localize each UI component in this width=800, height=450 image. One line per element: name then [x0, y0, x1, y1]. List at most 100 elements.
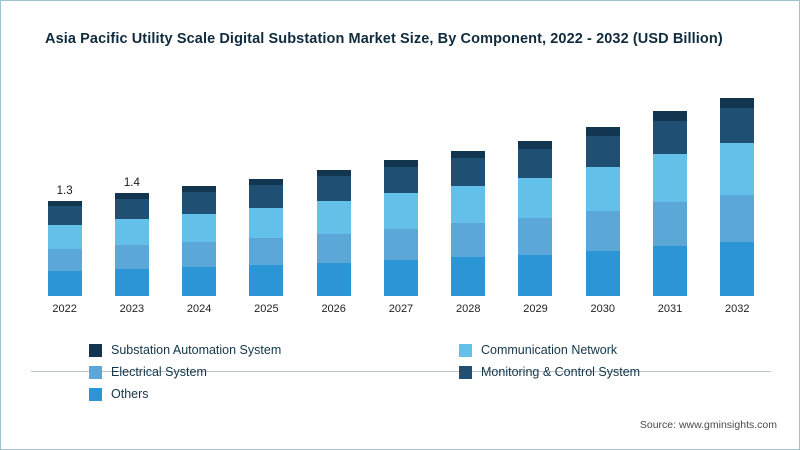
- legend-swatch-icon: [459, 365, 472, 379]
- bar-segment[interactable]: [451, 158, 486, 187]
- bar-segment[interactable]: [653, 111, 688, 121]
- bar-segment[interactable]: [518, 218, 553, 255]
- bar-segment[interactable]: [653, 120, 688, 154]
- bar-stack[interactable]: [47, 200, 82, 296]
- bar-column[interactable]: [235, 76, 297, 296]
- bar-segment[interactable]: [182, 241, 217, 268]
- bar-segment[interactable]: [316, 263, 351, 296]
- bar-segment[interactable]: [47, 224, 82, 250]
- bar-segment[interactable]: [585, 127, 620, 137]
- x-tick-label: 2030: [590, 303, 615, 315]
- bar-segment[interactable]: [383, 260, 418, 296]
- bar-segment[interactable]: [316, 176, 351, 201]
- bar-series-group: 1.3 1.4: [31, 76, 771, 296]
- bar-segment[interactable]: [249, 208, 284, 239]
- bar-segment[interactable]: [114, 219, 149, 246]
- bar-segment[interactable]: [518, 148, 553, 178]
- bar-column[interactable]: [706, 76, 768, 296]
- bar-segment[interactable]: [47, 249, 82, 272]
- x-tick-label: 2029: [523, 303, 548, 315]
- bar-segment[interactable]: [720, 108, 755, 143]
- bar-stack[interactable]: [249, 178, 284, 296]
- bar-segment[interactable]: [383, 193, 418, 229]
- x-tick-label: 2026: [321, 303, 346, 315]
- chart-title: Asia Pacific Utility Scale Digital Subst…: [45, 31, 723, 47]
- bar-segment[interactable]: [585, 210, 620, 251]
- bar-segment[interactable]: [47, 205, 82, 225]
- bar-segment[interactable]: [585, 250, 620, 296]
- x-tick-label: 2028: [455, 303, 481, 315]
- bar-segment[interactable]: [182, 186, 217, 192]
- bar-segment[interactable]: [585, 166, 620, 211]
- bar-segment[interactable]: [653, 202, 688, 247]
- x-tick-label: 2031: [657, 303, 683, 315]
- bar-segment[interactable]: [114, 198, 149, 220]
- legend-label: Monitoring & Control System: [481, 365, 641, 379]
- bar-segment[interactable]: [249, 265, 284, 296]
- bar-segment[interactable]: [720, 242, 755, 296]
- bar-segment[interactable]: [451, 257, 486, 296]
- bar-segment[interactable]: [383, 228, 418, 261]
- bar-stack[interactable]: [182, 186, 217, 296]
- bar-column[interactable]: [639, 76, 701, 296]
- bar-segment[interactable]: [316, 169, 351, 177]
- bar-segment[interactable]: [451, 223, 486, 258]
- bar-segment[interactable]: [47, 271, 82, 296]
- bar-segment[interactable]: [114, 245, 149, 269]
- bar-segment[interactable]: [720, 98, 755, 109]
- x-tick-label: 2027: [388, 303, 414, 315]
- bar-stack[interactable]: [114, 193, 149, 296]
- bar-stack[interactable]: [518, 140, 553, 296]
- legend-item-substation-automation-system: Substation Automation System: [89, 343, 459, 357]
- bar-stack[interactable]: [653, 111, 688, 296]
- plot-area: [31, 76, 771, 372]
- bar-column[interactable]: [504, 76, 566, 296]
- bar-column[interactable]: 1.4: [101, 76, 163, 296]
- bar-segment[interactable]: [518, 177, 553, 219]
- bar-segment[interactable]: [653, 246, 688, 296]
- bar-segment[interactable]: [383, 167, 418, 194]
- bar-stack[interactable]: [316, 169, 351, 296]
- bar-column[interactable]: 1.3: [34, 76, 96, 296]
- legend-swatch-icon: [459, 343, 472, 357]
- legend-item-communication-network: Communication Network: [459, 343, 729, 357]
- bar-stack[interactable]: [585, 127, 620, 296]
- bar-column[interactable]: [168, 76, 230, 296]
- bar-segment[interactable]: [249, 184, 284, 209]
- legend-label: Substation Automation System: [111, 343, 282, 357]
- bar-column[interactable]: [370, 76, 432, 296]
- x-tick-label: 2022: [52, 303, 77, 315]
- bar-stack[interactable]: [383, 160, 418, 296]
- bar-segment[interactable]: [249, 178, 284, 185]
- bar-segment[interactable]: [585, 136, 620, 167]
- bar-segment[interactable]: [316, 233, 351, 263]
- legend-swatch-icon: [89, 365, 102, 379]
- bar-column[interactable]: [437, 76, 499, 296]
- bar-segment[interactable]: [182, 213, 217, 242]
- bar-column[interactable]: [303, 76, 365, 296]
- bar-segment[interactable]: [182, 191, 217, 214]
- bar-segment[interactable]: [383, 160, 418, 168]
- bar-segment[interactable]: [451, 150, 486, 159]
- bar-column[interactable]: [572, 76, 634, 296]
- bar-segment[interactable]: [653, 153, 688, 203]
- bar-segment[interactable]: [249, 238, 284, 266]
- bar-segment[interactable]: [182, 267, 217, 296]
- bar-segment[interactable]: [720, 142, 755, 195]
- bar-segment[interactable]: [114, 193, 149, 199]
- bar-segment[interactable]: [518, 254, 553, 296]
- bar-segment[interactable]: [114, 268, 149, 296]
- legend-row: Others: [89, 387, 729, 401]
- bar-stack[interactable]: [720, 98, 755, 296]
- bar-segment[interactable]: [720, 194, 755, 243]
- legend-label: Communication Network: [481, 343, 618, 357]
- bar-segment[interactable]: [451, 186, 486, 224]
- bar-segment[interactable]: [47, 200, 82, 206]
- legend-row: Electrical System Monitoring & Control S…: [89, 365, 729, 379]
- legend-item-others: Others: [89, 387, 459, 401]
- bar-segment[interactable]: [518, 140, 553, 149]
- bar-stack[interactable]: [451, 150, 486, 296]
- legend-swatch-icon: [89, 387, 102, 401]
- bar-value-label: 1.3: [56, 184, 73, 197]
- bar-segment[interactable]: [316, 200, 351, 234]
